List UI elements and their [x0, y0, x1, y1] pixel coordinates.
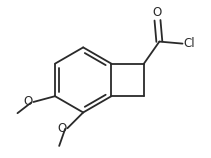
Text: O: O — [153, 6, 162, 19]
Text: Cl: Cl — [183, 37, 195, 50]
Text: O: O — [24, 95, 33, 108]
Text: O: O — [58, 122, 67, 135]
